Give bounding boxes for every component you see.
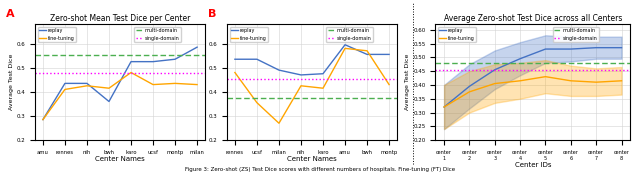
Legend: replay, fine-tuning: replay, fine-tuning	[38, 27, 76, 42]
Title: Zero-shot Mean Test Dice per Center: Zero-shot Mean Test Dice per Center	[50, 14, 190, 24]
Title: Average Zero-shot Test Dice across all Centers: Average Zero-shot Test Dice across all C…	[444, 14, 622, 24]
Y-axis label: Average Test Dice: Average Test Dice	[406, 54, 410, 110]
X-axis label: Center Names: Center Names	[95, 156, 145, 162]
Text: Figure 3: Zero-shot (ZS) Test Dice scores with different numbers of hospitals. F: Figure 3: Zero-shot (ZS) Test Dice score…	[185, 167, 455, 172]
Text: A: A	[6, 9, 15, 19]
Text: B: B	[208, 9, 216, 19]
Legend: multi-domain, single-domain: multi-domain, single-domain	[326, 27, 372, 42]
Y-axis label: Average Test Dice: Average Test Dice	[9, 54, 14, 110]
X-axis label: Center IDs: Center IDs	[515, 162, 551, 168]
X-axis label: Center Names: Center Names	[287, 156, 337, 162]
Legend: multi-domain, single-domain: multi-domain, single-domain	[552, 27, 599, 42]
